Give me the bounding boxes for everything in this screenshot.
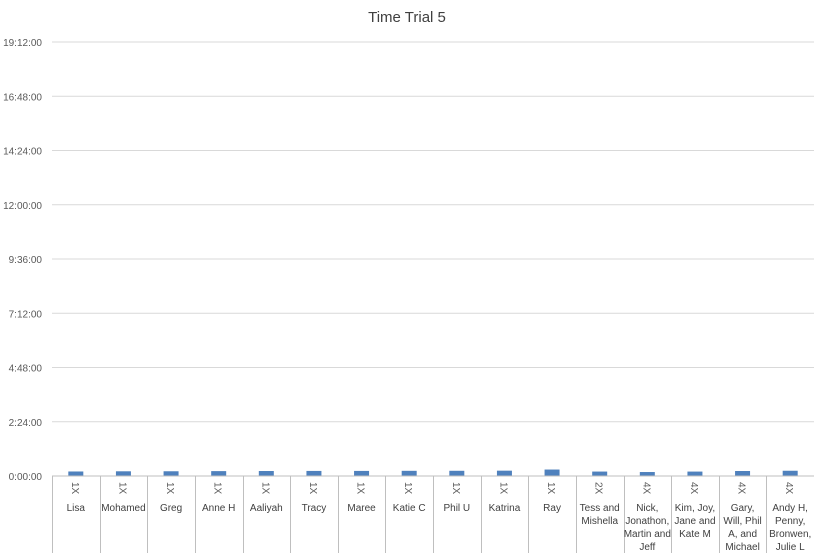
- y-tick-label: 16:48:00: [3, 92, 42, 103]
- group-tick-label: 4X: [688, 482, 699, 495]
- y-tick-label: 2:24:00: [9, 418, 43, 429]
- bar: [163, 471, 179, 476]
- bar: [258, 471, 274, 476]
- bar: [211, 471, 227, 476]
- y-tick-label: 4:48:00: [9, 364, 43, 375]
- bar: [68, 471, 84, 476]
- group-tick-label: 2X: [593, 482, 604, 495]
- bars: [68, 469, 798, 476]
- bar: [354, 470, 370, 476]
- gridlines: [52, 41, 814, 423]
- category-label: Kim, Joy, Jane and Kate M: [674, 503, 715, 540]
- axes: [52, 475, 814, 553]
- category-label: Nick, Jonathon, Martin and Jeff: [624, 503, 671, 553]
- group-tick-label: 1X: [69, 482, 80, 495]
- bar: [401, 470, 417, 476]
- category-label: Phil U: [443, 503, 470, 514]
- bar: [782, 470, 798, 476]
- group-tick-label: 4X: [783, 482, 794, 495]
- y-tick-label: 0:00:00: [9, 472, 43, 483]
- group-tick-label: 1X: [402, 482, 413, 495]
- bar: [735, 471, 751, 476]
- category-label: Katrina: [489, 503, 521, 514]
- category-label: Ray: [543, 503, 561, 514]
- group-tick-label: 4X: [736, 482, 747, 495]
- bar: [496, 470, 512, 476]
- group-tick-label: 1X: [212, 482, 223, 495]
- category-label: Lisa: [67, 503, 86, 514]
- bar: [115, 471, 131, 476]
- group-tick-label: 1X: [116, 482, 127, 495]
- category-label: Katie C: [393, 503, 426, 514]
- category-label: Aaliyah: [250, 503, 283, 514]
- bar: [592, 471, 608, 476]
- group-tick-label: 1X: [545, 482, 556, 495]
- category-label: Tracy: [302, 503, 327, 514]
- group-tick-label: 1X: [307, 482, 318, 495]
- group-tick-label: 4X: [640, 482, 651, 495]
- category-label: Gary, Will, Phil A, and Michael: [723, 503, 761, 553]
- y-tick-label: 14:24:00: [3, 147, 42, 158]
- chart-title: Time Trial 5: [368, 9, 446, 26]
- y-tick-label: 9:36:00: [9, 255, 43, 266]
- category-label: Anne H: [202, 503, 235, 514]
- bar: [449, 470, 465, 476]
- category-label: Andy H, Penny, Bronwen, Julie L: [769, 503, 811, 553]
- category-label: Maree: [347, 503, 376, 514]
- category-label: Greg: [160, 503, 182, 514]
- y-tick-label: 12:00:00: [3, 201, 42, 212]
- category-label: Tess and Mishella: [580, 503, 620, 527]
- bar: [544, 469, 560, 476]
- group-tick-label: 1X: [164, 482, 175, 495]
- bar: [639, 472, 655, 476]
- y-tick-label: 7:12:00: [9, 309, 43, 320]
- group-tick-label: 1X: [497, 482, 508, 495]
- group-tick-label: 1X: [259, 482, 270, 495]
- group-tick-label: 1X: [355, 482, 366, 495]
- bar: [306, 470, 322, 476]
- bar: [687, 471, 703, 476]
- category-label: Mohamed: [101, 503, 145, 514]
- labels: 0:00:00 2:24:00 4:48:00 7:12:00 9:36:00 12:00…: [3, 38, 811, 553]
- group-tick-label: 1X: [450, 482, 461, 495]
- y-tick-label: 19:12:00: [3, 38, 42, 49]
